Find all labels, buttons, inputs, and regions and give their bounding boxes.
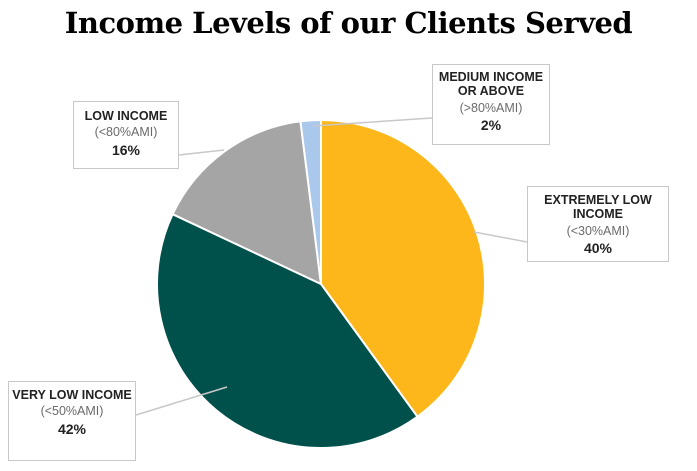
callout-very-low-income: VERY LOW INCOME (<50%AMI) 42%	[8, 381, 136, 461]
slice-label: MEDIUM INCOME OR ABOVE	[438, 70, 544, 99]
slice-value-label: 40%	[583, 240, 613, 257]
slice-value-label: 42%	[57, 420, 87, 437]
slice-medium-income-or-above	[299, 118, 322, 285]
slice-extremely-low-income	[320, 118, 486, 419]
leader-very-low-income	[135, 386, 228, 416]
slice-sublabel: (<50%AMI)	[40, 404, 104, 419]
slice-very-low-income	[156, 212, 419, 449]
callout-medium-income-or-above: MEDIUM INCOME OR ABOVE (>80%AMI) 2%	[432, 64, 550, 145]
leader-low-income	[178, 149, 225, 156]
leader-medium-income-or-above	[312, 117, 433, 127]
slice-value-label: 2%	[480, 117, 502, 134]
slice-sublabel: (<30%AMI)	[566, 223, 630, 238]
chart-title: Income Levels of our Clients Served	[64, 6, 633, 40]
slice-sublabel: (>80%AMI)	[459, 100, 523, 115]
slice-label: LOW INCOME	[84, 109, 168, 123]
callout-extremely-low-income: EXTREMELY LOW INCOME (<30%AMI) 40%	[527, 186, 669, 262]
slice-low-income	[171, 120, 323, 286]
callout-low-income: LOW INCOME (<80%AMI) 16%	[73, 101, 179, 169]
leader-extremely-low-income	[473, 231, 528, 243]
slice-value-label: 16%	[111, 141, 141, 158]
slice-label: EXTREMELY LOW INCOME	[544, 193, 652, 222]
slice-label: VERY LOW INCOME	[12, 388, 132, 402]
slice-sublabel: (<80%AMI)	[94, 125, 158, 140]
